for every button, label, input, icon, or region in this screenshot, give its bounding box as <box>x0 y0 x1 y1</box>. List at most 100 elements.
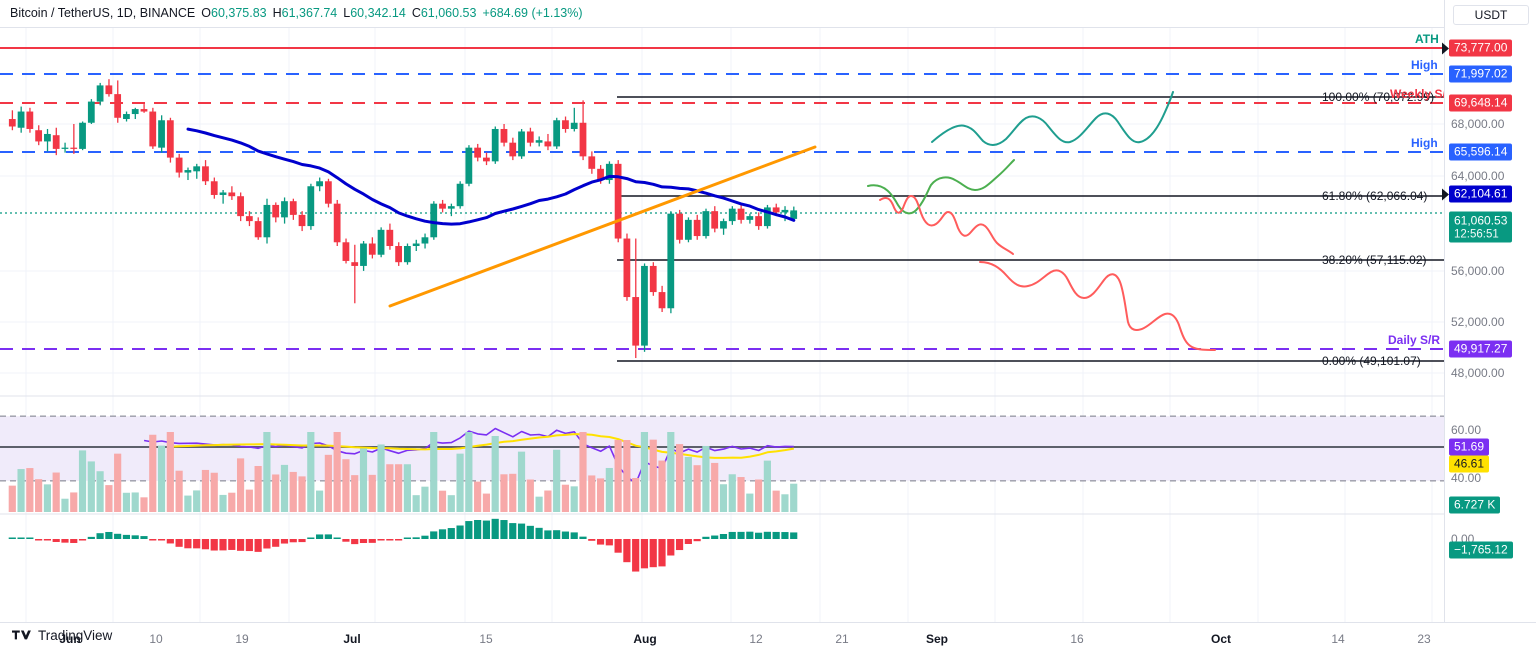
tradingview-wordmark: TradingView <box>38 628 113 643</box>
candle-body <box>447 206 455 209</box>
high2-line-label: High <box>1411 136 1438 150</box>
weekly-sr-badge[interactable]: 69,648.14 <box>1449 94 1513 112</box>
volume-bar <box>693 465 701 512</box>
chart-canvas[interactable] <box>0 0 1444 622</box>
macd-bar <box>70 539 78 543</box>
candle-body <box>263 204 271 238</box>
volume-bar <box>61 498 69 512</box>
candle-body <box>316 181 323 187</box>
high-line-label: High <box>1411 58 1438 72</box>
volume-bar <box>236 458 245 512</box>
candle-body <box>351 262 359 266</box>
macd-bar <box>210 539 218 551</box>
ath-price-badge[interactable]: 73,777.00 <box>1449 39 1513 57</box>
candle-body <box>333 203 341 243</box>
macd-bar <box>456 525 464 539</box>
rsi-tick: 40.00 <box>1451 471 1482 485</box>
last-price-badge[interactable]: 61,060.53 12:56:51 <box>1449 211 1513 243</box>
volume-bar <box>316 490 324 512</box>
macd-bar <box>711 535 719 539</box>
candle-body <box>570 122 578 129</box>
volume-bar <box>649 439 657 512</box>
volume-bar <box>702 445 710 512</box>
daily-sr-badge[interactable]: 49,917.27 <box>1449 340 1513 358</box>
volume-bar <box>596 478 605 512</box>
time-tick: Sep <box>925 632 949 646</box>
volume-bar <box>675 444 684 512</box>
macd-bar <box>509 523 517 539</box>
macd-bar <box>544 530 552 539</box>
macd-value-badge[interactable]: −1,765.12 <box>1449 541 1513 559</box>
candle-body <box>623 238 631 298</box>
volume-bar <box>790 483 798 512</box>
macd-bar <box>526 525 534 539</box>
candle-body <box>491 128 499 162</box>
candle-body <box>684 219 692 240</box>
candle-body <box>149 111 157 147</box>
candle-body <box>289 201 297 215</box>
rsi-line <box>143 427 794 485</box>
candle-body <box>298 214 306 227</box>
volume-bar <box>175 470 183 512</box>
volume-bar <box>640 432 649 512</box>
volume-bar <box>561 484 570 512</box>
candle-body <box>439 203 446 209</box>
macd-bar <box>219 539 227 551</box>
volume-bar <box>509 473 517 512</box>
high-price-badge[interactable]: 71,997.02 <box>1449 65 1513 83</box>
candle-body <box>421 237 429 244</box>
candle-body <box>658 292 666 309</box>
macd-bar <box>342 539 350 542</box>
volume-bar <box>140 497 148 512</box>
volume-bar <box>245 489 253 512</box>
candle-body <box>44 133 51 142</box>
fib-100-label: 100.00% (70,072.99) <box>1322 90 1435 104</box>
macd-bar <box>228 539 236 550</box>
high2-price-badge[interactable]: 65,596.14 <box>1449 143 1513 161</box>
volume-bar <box>105 485 113 512</box>
volume-bar <box>289 471 297 512</box>
price-scale[interactable]: USDT 68,000.00 64,000.00 56,000.00 52,000.0… <box>1444 0 1536 622</box>
volume-bar <box>553 449 561 512</box>
chart-legend: Bitcoin / TetherUS, 1D, BINANCE O60,375.… <box>10 6 583 20</box>
volume-bar <box>772 490 780 512</box>
volume-bar <box>377 444 385 512</box>
volume-value-badge[interactable]: 6.727 K <box>1449 496 1501 514</box>
macd-bar <box>640 539 649 569</box>
time-scale[interactable]: Jun 10 19 Jul 15 Aug 12 21 Sep 16 Oct 14 23 <box>0 622 1536 657</box>
macd-bar <box>728 531 736 539</box>
macd-bar <box>649 539 657 568</box>
currency-badge[interactable]: USDT <box>1453 5 1529 25</box>
volume-bar <box>78 450 87 512</box>
candle-body <box>184 170 192 173</box>
volume-bar <box>456 453 464 512</box>
candle-body <box>614 163 622 239</box>
time-tick: 14 <box>1331 632 1345 646</box>
candle-body <box>8 119 16 127</box>
symbol-title[interactable]: Bitcoin / TetherUS, 1D, BINANCE <box>10 6 196 20</box>
candle-body <box>676 213 683 240</box>
tradingview-logo[interactable]: TradingView <box>12 628 112 643</box>
candle-body <box>737 208 745 220</box>
candle-body <box>702 211 710 237</box>
macd-bar <box>482 520 490 539</box>
candle-body <box>790 210 798 219</box>
rsi-ma-value-badge[interactable]: 46.61 <box>1449 455 1490 473</box>
ma-price-badge[interactable]: 62,104.61 <box>1449 185 1513 203</box>
volume-bar <box>755 479 763 512</box>
macd-bar <box>474 520 482 539</box>
candle-body <box>597 168 604 181</box>
macd-bar <box>122 534 131 539</box>
volume-bar <box>632 478 640 512</box>
macd-bar <box>359 539 368 544</box>
time-tick: 12 <box>749 632 763 646</box>
candle-body <box>535 140 543 143</box>
macd-bar <box>755 532 763 539</box>
volume-bar <box>421 486 429 512</box>
volume-bar <box>26 468 34 512</box>
volume-bar <box>70 492 78 512</box>
rsi-value-badge[interactable]: 51.69 <box>1449 438 1490 456</box>
macd-bar <box>430 531 438 539</box>
macd-bar <box>298 539 306 543</box>
candle-body <box>605 163 613 181</box>
